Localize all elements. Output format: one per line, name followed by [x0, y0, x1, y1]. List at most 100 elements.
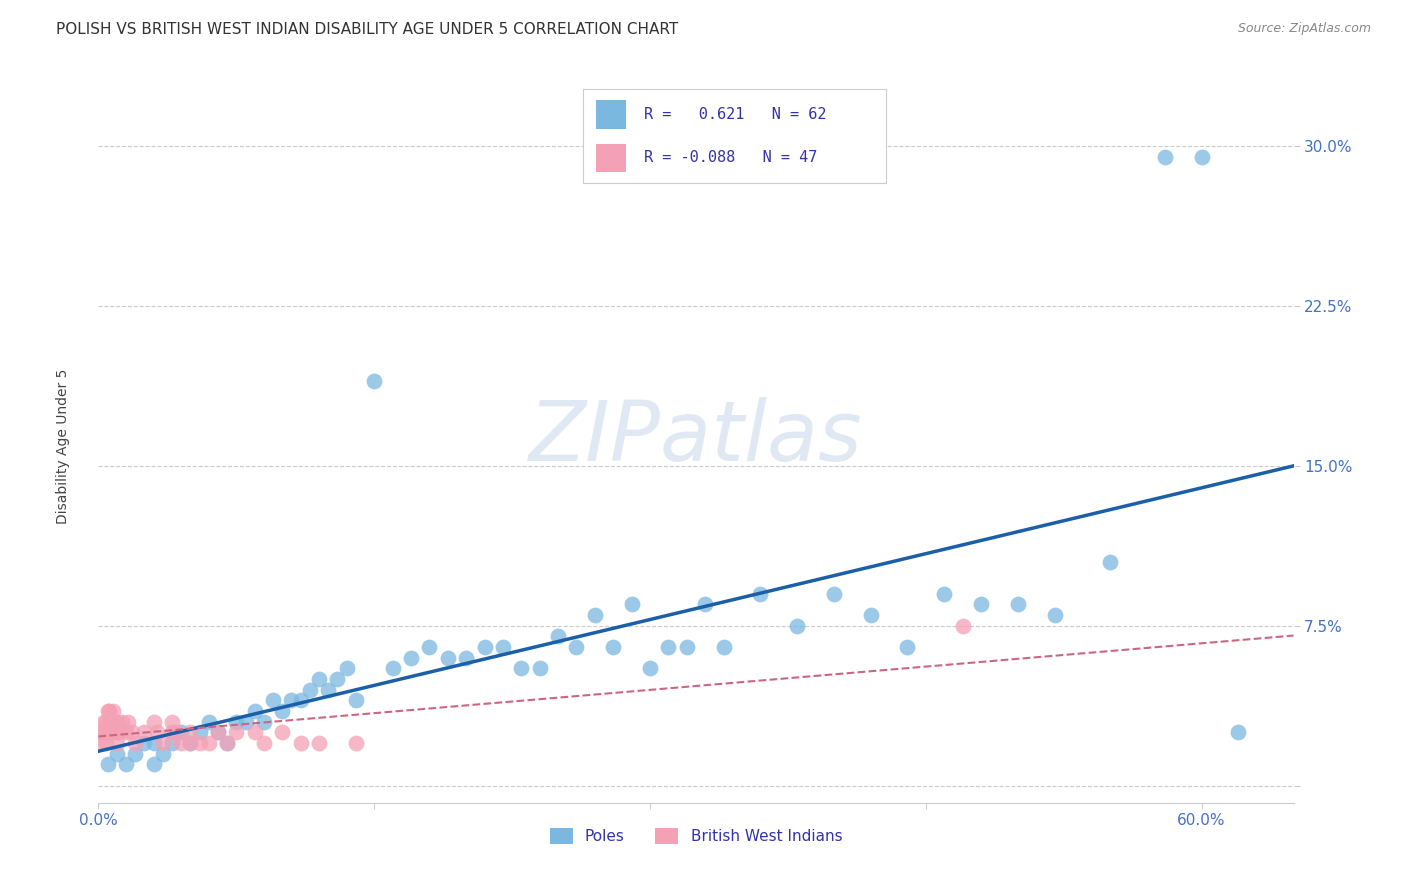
Text: ZIPatlas: ZIPatlas [529, 397, 863, 477]
Point [97, 757, 120, 772]
Point [308, 672, 330, 686]
Point [271, 725, 294, 739]
Point [94, 736, 117, 750]
Point [271, 704, 294, 718]
Point [170, 736, 193, 750]
Point [749, 587, 772, 601]
Point [188, 725, 211, 739]
Point [638, 661, 661, 675]
Point [235, 714, 257, 729]
Point [142, 757, 165, 772]
Point [121, 725, 143, 739]
Point [253, 736, 276, 750]
Point [934, 587, 956, 601]
Point [97, 704, 120, 718]
Point [142, 714, 165, 729]
Point [602, 640, 624, 654]
Point [152, 747, 174, 761]
Text: R =   0.621   N = 62: R = 0.621 N = 62 [644, 107, 827, 122]
Point [253, 714, 276, 729]
Point [620, 598, 643, 612]
Point [657, 640, 679, 654]
Point [316, 682, 339, 697]
Point [363, 374, 385, 388]
Point [344, 693, 367, 707]
Point [100, 725, 122, 739]
Point [456, 650, 478, 665]
Point [124, 736, 146, 750]
Point [970, 598, 993, 612]
Point [290, 693, 312, 707]
Point [859, 608, 882, 623]
Point [179, 736, 201, 750]
Point [91, 736, 114, 750]
Point [326, 672, 349, 686]
Point [243, 725, 266, 739]
Point [134, 736, 156, 750]
Point [111, 714, 134, 729]
Point [100, 714, 122, 729]
Point [952, 619, 974, 633]
Bar [596, 101, 626, 128]
Point [344, 736, 367, 750]
Point [1043, 608, 1066, 623]
Point [110, 725, 132, 739]
Point [308, 736, 330, 750]
Point [179, 725, 201, 739]
Point [165, 725, 187, 739]
Point [225, 714, 247, 729]
Point [105, 747, 128, 761]
Point [896, 640, 918, 654]
Point [207, 725, 229, 739]
Point [197, 714, 219, 729]
Point [94, 714, 117, 729]
Point [298, 682, 321, 697]
Point [101, 704, 124, 718]
Point [97, 725, 120, 739]
Point [170, 725, 193, 739]
Point [89, 725, 111, 739]
Point [217, 736, 239, 750]
Point [142, 736, 165, 750]
Point [675, 640, 697, 654]
Point [418, 640, 440, 654]
Point [104, 714, 127, 729]
Point [105, 725, 128, 739]
Point [93, 725, 115, 739]
Point [1007, 598, 1029, 612]
Point [280, 693, 302, 707]
Point [160, 714, 183, 729]
Text: Disability Age Under 5: Disability Age Under 5 [56, 368, 70, 524]
Point [583, 608, 606, 623]
Point [1227, 725, 1250, 739]
Point [786, 619, 808, 633]
Point [98, 714, 121, 729]
Point [134, 725, 156, 739]
Point [399, 650, 422, 665]
Point [262, 693, 284, 707]
Point [197, 736, 219, 750]
Text: R = -0.088   N = 47: R = -0.088 N = 47 [644, 150, 817, 165]
Point [290, 736, 312, 750]
Point [160, 725, 183, 739]
Point [101, 725, 124, 739]
Text: POLISH VS BRITISH WEST INDIAN DISABILITY AGE UNDER 5 CORRELATION CHART: POLISH VS BRITISH WEST INDIAN DISABILITY… [56, 22, 679, 37]
Point [160, 736, 183, 750]
Point [98, 725, 121, 739]
Point [117, 714, 139, 729]
Point [492, 640, 515, 654]
Point [93, 714, 115, 729]
Point [188, 736, 211, 750]
Point [1191, 150, 1213, 164]
Point [207, 725, 229, 739]
Point [529, 661, 551, 675]
Point [823, 587, 845, 601]
Point [510, 661, 533, 675]
Point [98, 704, 121, 718]
Point [124, 747, 146, 761]
Point [1153, 150, 1175, 164]
Point [713, 640, 735, 654]
Point [152, 736, 174, 750]
Point [115, 757, 138, 772]
Point [105, 736, 128, 750]
